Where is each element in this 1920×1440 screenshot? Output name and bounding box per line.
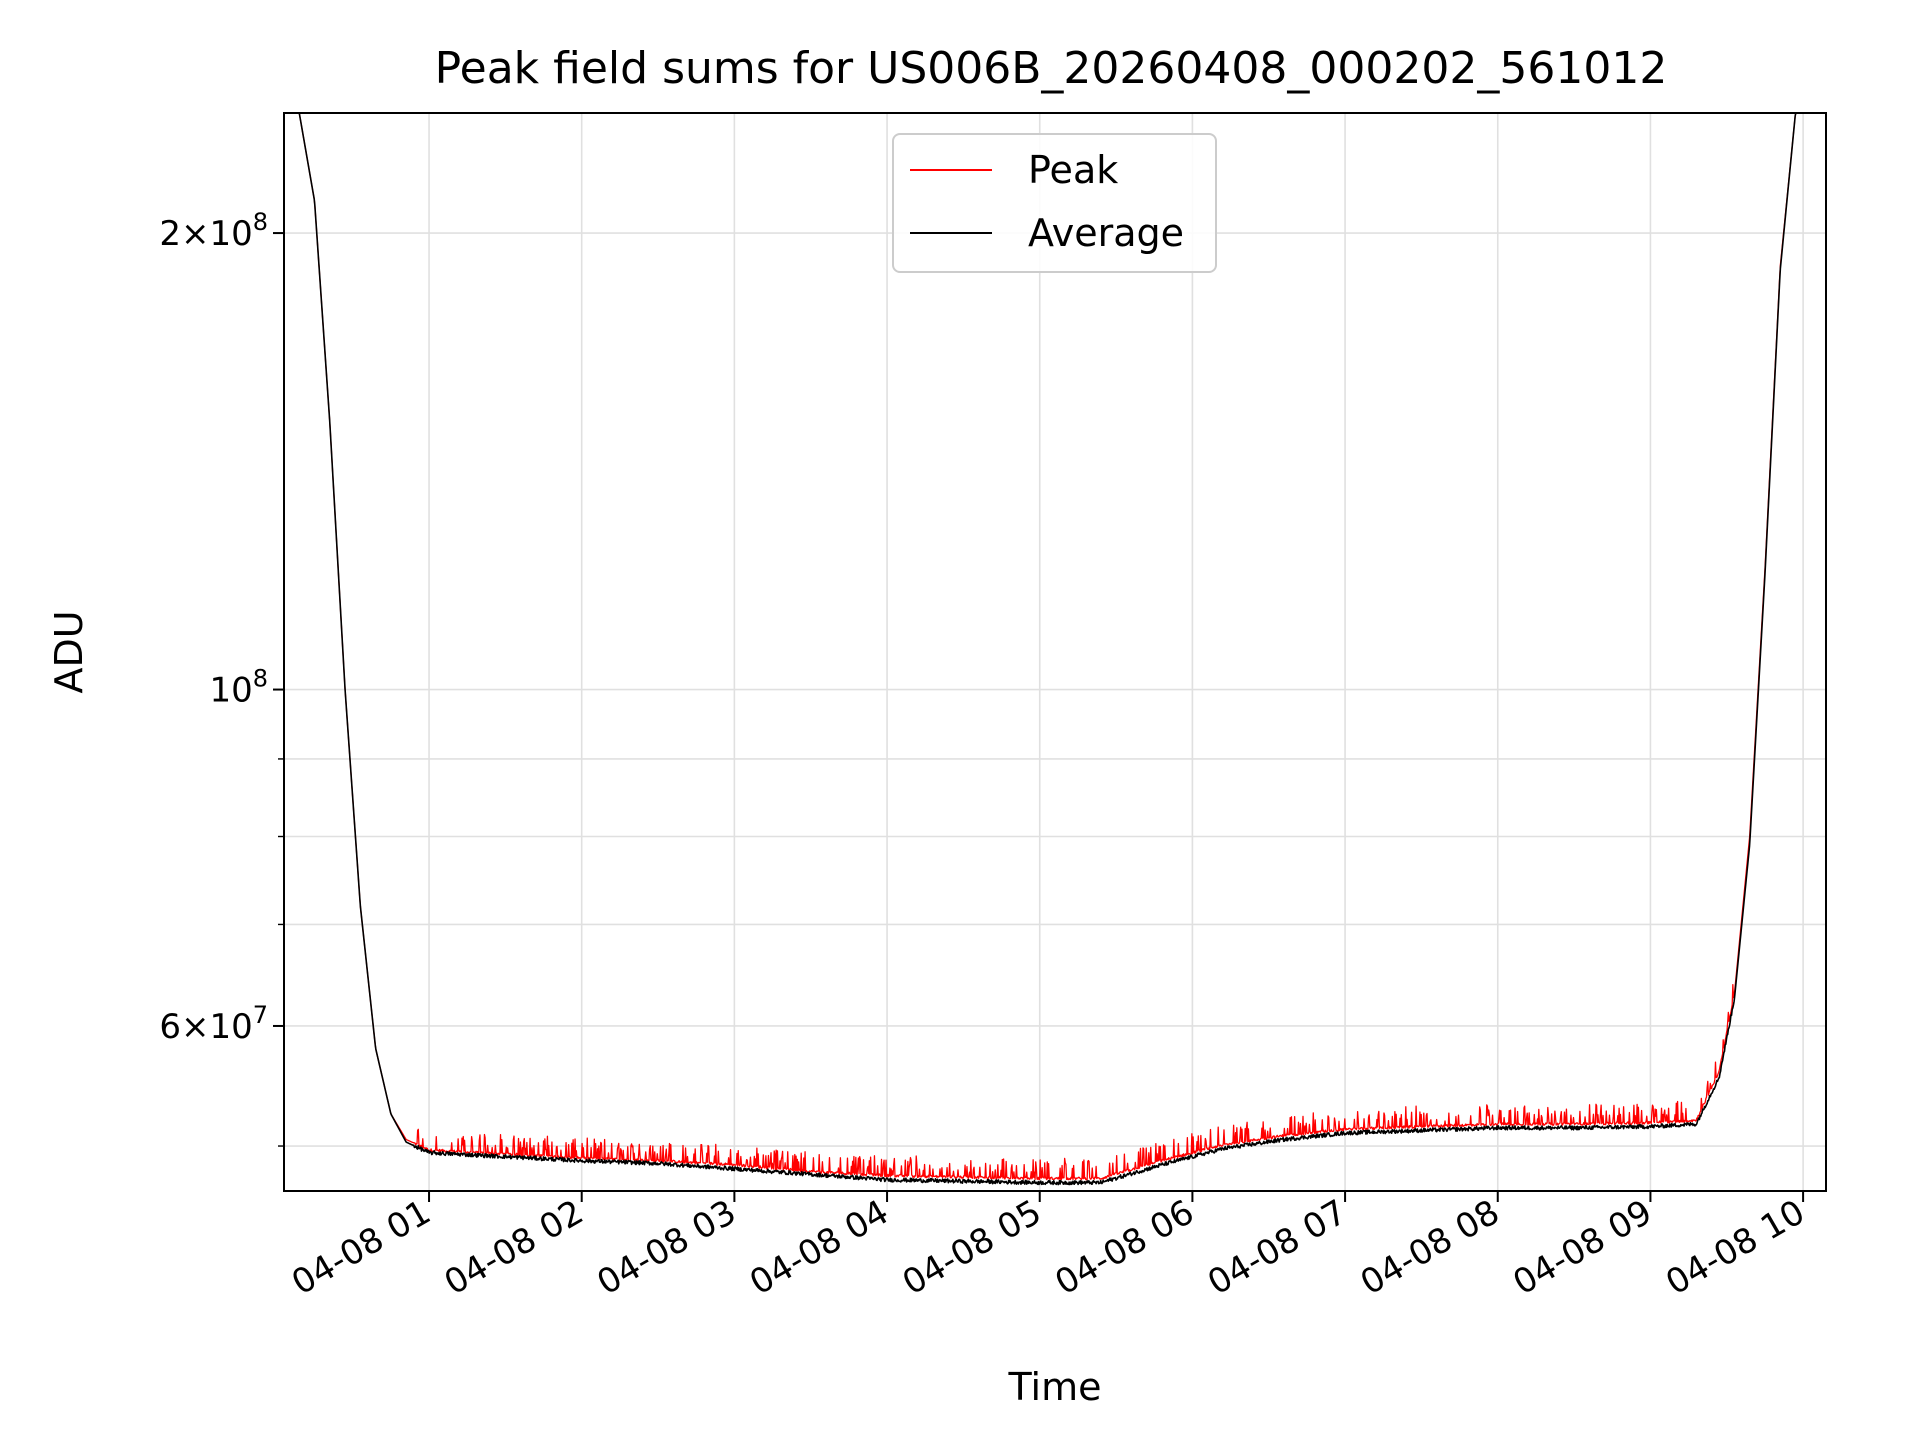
y-axis-ticks: 6×107 108 2×108 [159, 208, 284, 1147]
series-line-average [284, 113, 1826, 1186]
plot-series [284, 113, 1826, 1186]
grid [284, 113, 1826, 1191]
y-tick-exponent: 7 [253, 1001, 268, 1029]
y-tick-mantissa: 6 [159, 1007, 181, 1047]
y-axis-label: ADU [47, 610, 91, 693]
y-tick-exponent: 8 [253, 208, 268, 236]
legend: Peak Average [892, 133, 1217, 273]
chart-title: Peak field sums for US006B_20260408_0002… [435, 43, 1668, 94]
y-tick-label: 2×108 [159, 208, 268, 254]
legend-label-peak: Peak [1028, 148, 1118, 192]
axes-frame [283, 112, 1827, 1192]
y-tick-mantissa: 2 [159, 214, 181, 254]
legend-box [892, 133, 1217, 273]
legend-label-average: Average [1028, 211, 1184, 255]
series-line-peak [284, 113, 1826, 1181]
y-tick-label: 108 [209, 665, 268, 711]
x-axis-label: Time [1008, 1365, 1102, 1409]
y-tick-label: 6×107 [159, 1001, 268, 1047]
y-tick-exponent: 8 [253, 665, 268, 693]
